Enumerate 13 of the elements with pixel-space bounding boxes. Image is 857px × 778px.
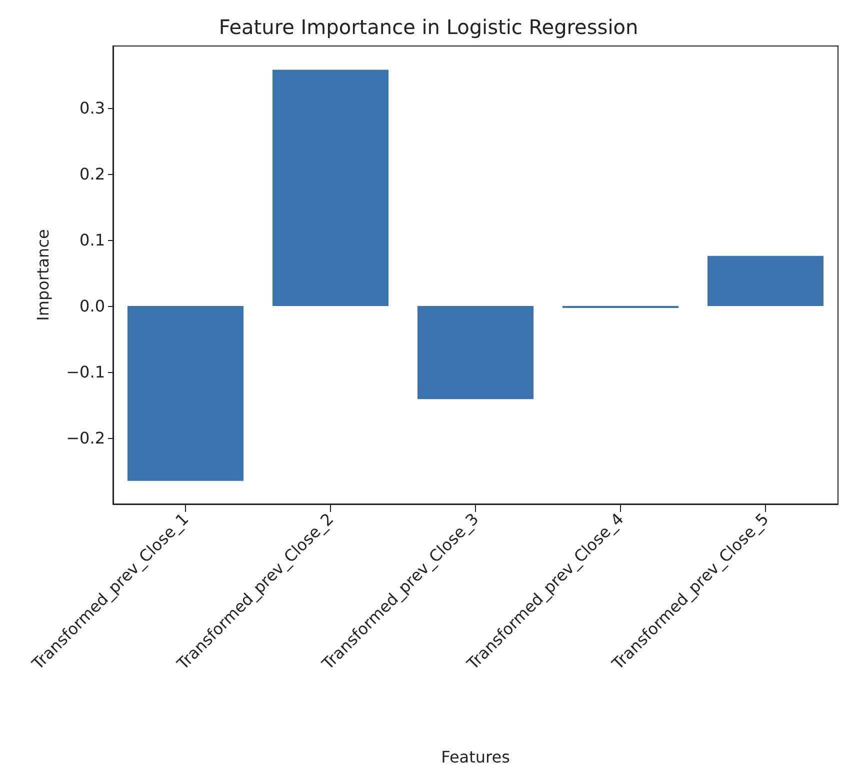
chart-title: Feature Importance in Logistic Regression (218, 15, 638, 39)
bar (708, 256, 824, 306)
y-tick-label: 0.2 (80, 164, 105, 184)
y-tick-label: −0.2 (66, 428, 105, 448)
y-axis-title: Importance (34, 229, 52, 321)
bar (128, 306, 244, 481)
bar (418, 306, 534, 400)
bar (272, 70, 388, 306)
x-axis-title: Features (441, 748, 510, 766)
y-tick-label: 0.3 (80, 98, 105, 118)
y-tick-label: 0.0 (80, 296, 105, 316)
y-tick-label: −0.1 (66, 362, 105, 382)
y-tick-label: 0.1 (80, 230, 105, 250)
